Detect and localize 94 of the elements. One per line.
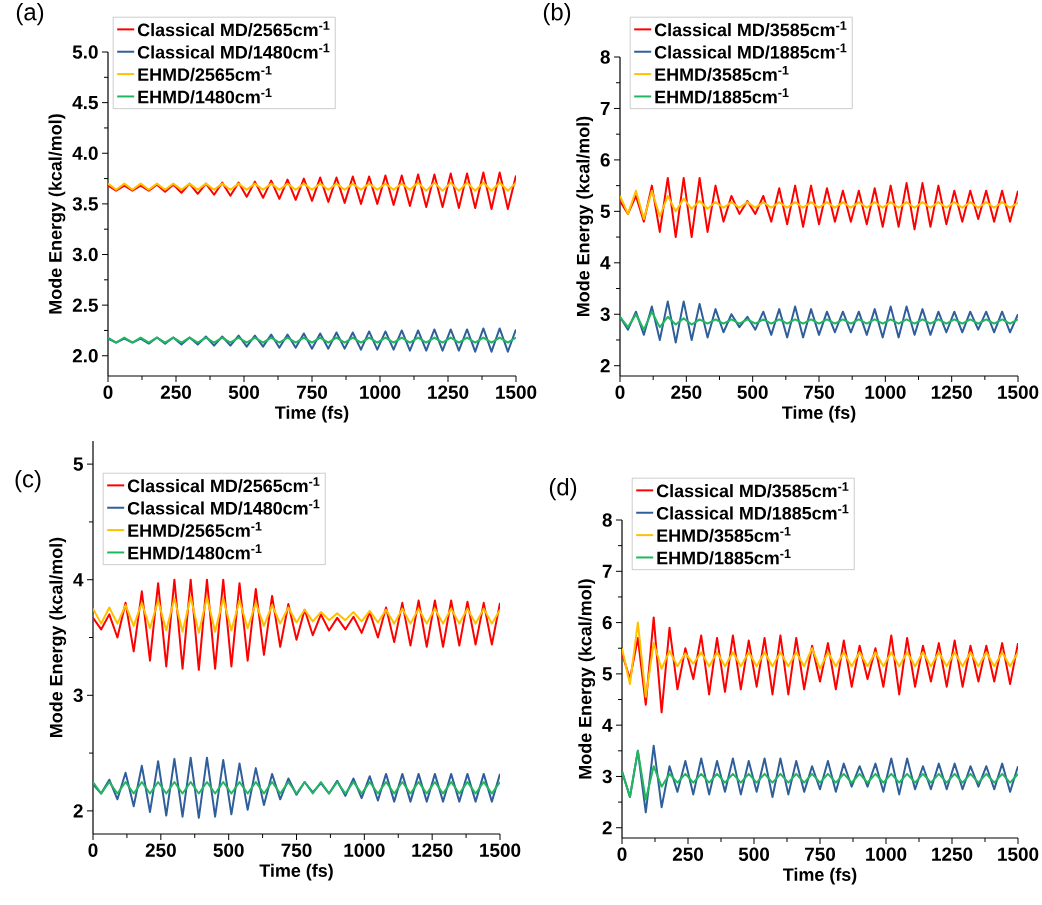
legend-label: Classical MD/1885cm$^{-1}$ bbox=[654, 43, 847, 59]
y-tick-label: 7 bbox=[600, 101, 610, 115]
x-tick-label: 0 bbox=[617, 847, 627, 861]
legend-label: EHMD/2565cm$^{-1}$ bbox=[128, 521, 262, 538]
legend-label: Classical MD/3585cm$^{-1}$ bbox=[654, 21, 847, 37]
x-axis-title: Time (fs) bbox=[275, 405, 349, 423]
y-tick-label: 4 bbox=[600, 256, 611, 270]
line-series bbox=[93, 596, 500, 634]
line-series bbox=[108, 181, 516, 192]
x-tick-label: 0 bbox=[88, 843, 98, 857]
line-series bbox=[620, 300, 1019, 344]
y-tick-label: 5 bbox=[602, 667, 612, 681]
line-series bbox=[108, 327, 516, 353]
y-tick-label: 4.5 bbox=[72, 96, 98, 110]
x-tick-label: 500 bbox=[228, 385, 260, 399]
x-tick-label: 750 bbox=[281, 843, 312, 857]
y-axis-title: Mode Energy (kcal/mol) bbox=[578, 579, 596, 779]
y-axis-title: Mode Energy (kcal/mol) bbox=[48, 114, 66, 314]
x-tick-label: 250 bbox=[145, 843, 176, 857]
legend-label: Classical MD/2565cm$^{-1}$ bbox=[137, 21, 330, 37]
y-tick-label: 2.0 bbox=[72, 349, 98, 363]
x-tick-label: 750 bbox=[297, 385, 328, 399]
y-tick-label: 7 bbox=[602, 564, 612, 578]
x-axis-title: Time (fs) bbox=[259, 863, 333, 881]
y-tick-label: 3 bbox=[73, 688, 83, 703]
x-tick-label: 500 bbox=[213, 843, 244, 857]
legend-label: EHMD/3585cm$^{-1}$ bbox=[655, 65, 789, 82]
x-tick-label: 1500 bbox=[480, 843, 521, 857]
line-series bbox=[622, 621, 1019, 698]
legend-label: EHMD/1480cm$^{-1}$ bbox=[128, 544, 262, 560]
legend-label: EHMD/1480cm$^{-1}$ bbox=[138, 88, 272, 104]
x-tick-label: 1000 bbox=[360, 385, 401, 399]
y-tick-label: 2 bbox=[73, 804, 83, 818]
y-axis-title: Mode Energy (kcal/mol) bbox=[576, 116, 594, 316]
chart-title: (b) bbox=[543, 2, 571, 26]
legend-label: Classical MD/2565cm$^{-1}$ bbox=[127, 477, 320, 493]
legend-label: Classical MD/1885cm$^{-1}$ bbox=[656, 504, 849, 520]
line-series bbox=[620, 176, 1019, 239]
line-series bbox=[622, 749, 1019, 801]
y-tick-label: 6 bbox=[600, 153, 610, 167]
y-tick-label: 3.0 bbox=[72, 247, 98, 262]
x-axis-title: Time (fs) bbox=[782, 405, 856, 423]
y-tick-label: 5.0 bbox=[72, 45, 98, 59]
y-tick-label: 2 bbox=[602, 821, 612, 835]
x-tick-label: 500 bbox=[738, 847, 770, 861]
y-tick-label: 4.0 bbox=[72, 146, 98, 160]
x-tick-label: 1500 bbox=[998, 847, 1039, 861]
y-tick-label: 5 bbox=[73, 457, 83, 471]
x-tick-label: 1000 bbox=[865, 385, 906, 399]
y-tick-label: 6 bbox=[602, 615, 612, 630]
line-series bbox=[93, 756, 500, 819]
y-tick-label: 4 bbox=[602, 718, 613, 732]
x-tick-label: 0 bbox=[615, 385, 625, 399]
y-tick-label: 3 bbox=[600, 307, 610, 321]
x-tick-label: 1250 bbox=[412, 843, 453, 857]
x-tick-label: 250 bbox=[672, 847, 704, 861]
y-tick-label: 8 bbox=[600, 50, 610, 64]
legend-label: EHMD/1885cm$^{-1}$ bbox=[655, 88, 789, 104]
y-axis-title: Mode Energy (kcal/mol) bbox=[49, 537, 67, 737]
x-tick-label: 250 bbox=[160, 385, 192, 399]
x-tick-label: 0 bbox=[103, 385, 113, 399]
legend-label: EHMD/1885cm$^{-1}$ bbox=[657, 549, 791, 565]
chart-title: (a) bbox=[16, 2, 44, 26]
legend-label: EHMD/2565cm$^{-1}$ bbox=[138, 65, 272, 82]
x-axis-title: Time (fs) bbox=[783, 867, 857, 885]
x-tick-label: 1250 bbox=[931, 385, 972, 399]
x-tick-label: 1500 bbox=[496, 385, 537, 399]
line-series bbox=[620, 310, 1019, 331]
x-tick-label: 1000 bbox=[866, 847, 907, 861]
y-tick-label: 3 bbox=[602, 769, 612, 784]
x-tick-label: 1250 bbox=[932, 847, 973, 861]
x-tick-label: 250 bbox=[671, 385, 702, 399]
y-tick-label: 2 bbox=[600, 359, 610, 373]
legend-label: EHMD/3585cm$^{-1}$ bbox=[657, 526, 791, 543]
legend-label: Classical MD/3585cm$^{-1}$ bbox=[656, 482, 849, 498]
line-series bbox=[620, 189, 1019, 221]
chart-title: (d) bbox=[549, 477, 577, 501]
x-tick-label: 1500 bbox=[998, 385, 1039, 399]
y-tick-label: 8 bbox=[602, 513, 612, 527]
y-tick-label: 5 bbox=[600, 204, 610, 218]
x-tick-label: 1250 bbox=[428, 385, 469, 399]
line-series bbox=[622, 616, 1019, 714]
y-tick-label: 4 bbox=[73, 573, 84, 587]
x-tick-label: 1000 bbox=[344, 843, 385, 857]
line-series bbox=[93, 578, 500, 671]
x-tick-label: 500 bbox=[737, 385, 768, 399]
line-series bbox=[108, 171, 516, 210]
legend-label: Classical MD/1480cm$^{-1}$ bbox=[127, 499, 320, 515]
legend-label: Classical MD/1480cm$^{-1}$ bbox=[137, 43, 330, 59]
x-tick-label: 750 bbox=[804, 385, 835, 399]
x-tick-label: 750 bbox=[805, 847, 836, 861]
text: (c) bbox=[15, 469, 41, 493]
y-tick-label: 3.5 bbox=[72, 197, 98, 211]
y-tick-label: 2.5 bbox=[72, 298, 98, 312]
